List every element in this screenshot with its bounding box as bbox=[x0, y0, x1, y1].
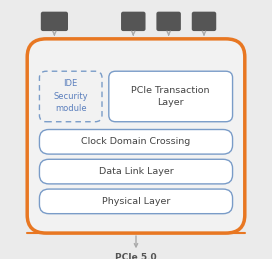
Text: Data Link Layer: Data Link Layer bbox=[99, 167, 173, 176]
Text: Physical Layer: Physical Layer bbox=[102, 197, 170, 206]
Text: PCIe 5.0: PCIe 5.0 bbox=[115, 253, 157, 259]
Text: Clock Domain Crossing: Clock Domain Crossing bbox=[81, 137, 191, 146]
FancyBboxPatch shape bbox=[41, 12, 68, 31]
FancyBboxPatch shape bbox=[39, 130, 233, 154]
FancyBboxPatch shape bbox=[39, 189, 233, 214]
FancyBboxPatch shape bbox=[192, 12, 216, 31]
Text: PCIe Transaction
Layer: PCIe Transaction Layer bbox=[131, 86, 210, 107]
FancyBboxPatch shape bbox=[39, 159, 233, 184]
FancyBboxPatch shape bbox=[39, 71, 102, 122]
Text: IDE
Security
module: IDE Security module bbox=[53, 80, 88, 113]
FancyBboxPatch shape bbox=[27, 39, 245, 233]
FancyBboxPatch shape bbox=[121, 12, 146, 31]
FancyBboxPatch shape bbox=[156, 12, 181, 31]
FancyBboxPatch shape bbox=[109, 71, 233, 122]
